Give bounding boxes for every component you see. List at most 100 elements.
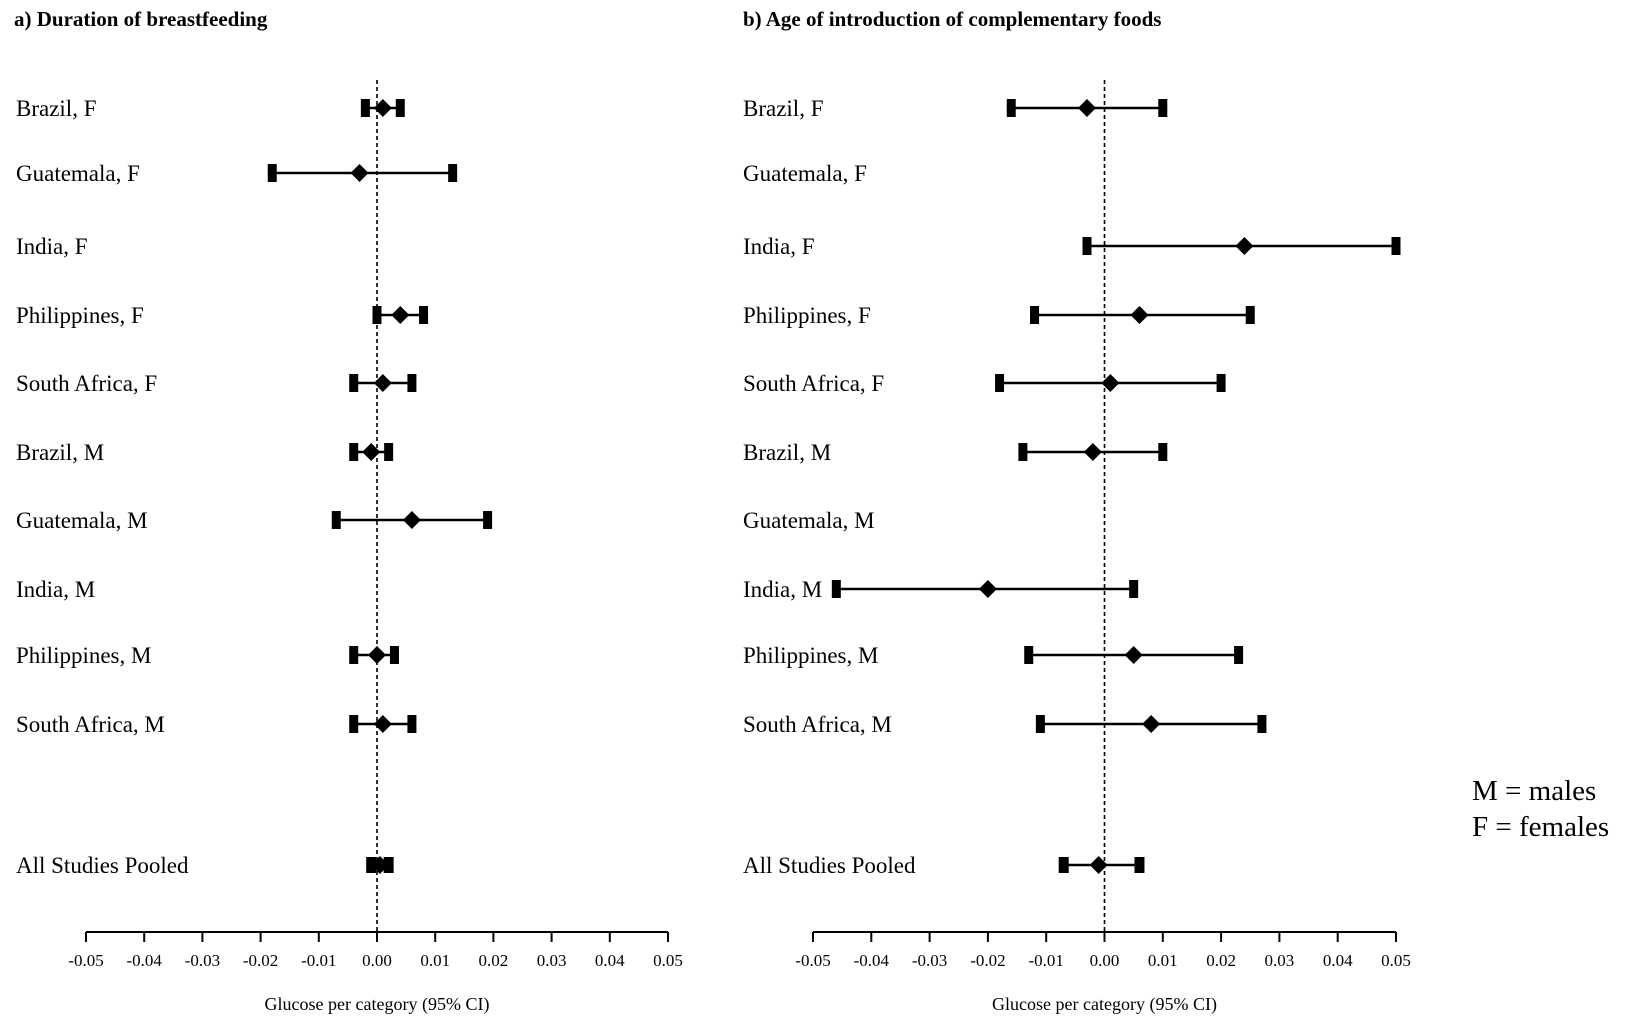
panel-b-row-label: Philippines, M bbox=[743, 643, 878, 668]
panel-b-x-axis-title: Glucose per category (95% CI) bbox=[992, 994, 1217, 1015]
panel-b-ci-lower-cap bbox=[1006, 99, 1016, 117]
panel-b-ci-upper-cap bbox=[1245, 306, 1255, 324]
panel-a-ci-lower-cap bbox=[331, 511, 341, 529]
panel-a-x-tick-label: 0.01 bbox=[420, 951, 450, 970]
panel-b-row-label: Brazil, F bbox=[743, 96, 824, 121]
panel-b-ci-upper-cap bbox=[1129, 580, 1139, 598]
panel-a-point-estimate bbox=[368, 646, 386, 664]
panel-a-title: a) Duration of breastfeeding bbox=[14, 7, 268, 31]
panel-a-ci-lower-cap bbox=[372, 306, 382, 324]
panel-a-ci-lower-cap bbox=[360, 99, 370, 117]
panel-a-ci-lower-cap bbox=[349, 646, 359, 664]
panel-b-ci-lower-cap bbox=[1082, 237, 1092, 255]
panel-b-x-tick-label: -0.04 bbox=[854, 951, 890, 970]
panel-a-row-label: Philippines, M bbox=[16, 643, 151, 668]
panel-b-x-tick-label: 0.00 bbox=[1090, 951, 1120, 970]
panel-a-ci-upper-cap bbox=[407, 715, 417, 733]
panel-b-title: b) Age of introduction of complementary … bbox=[743, 7, 1161, 31]
panel-a-x-tick-label: -0.05 bbox=[68, 951, 103, 970]
panel-a-point-estimate bbox=[362, 443, 381, 461]
panel-b-row-label: South Africa, M bbox=[743, 712, 892, 737]
panel-b-ci-upper-cap bbox=[1158, 99, 1168, 117]
panel-a-ci-upper-cap bbox=[389, 646, 399, 664]
panel-b-row-label: All Studies Pooled bbox=[743, 853, 916, 878]
panel-a-ci-lower-cap bbox=[349, 374, 359, 392]
panel-b-ci-lower-cap bbox=[1058, 857, 1069, 873]
panel-b-x-tick-label: 0.01 bbox=[1148, 951, 1178, 970]
panel-b-point-estimate bbox=[1142, 715, 1161, 733]
panel-b-x-tick-label: 0.05 bbox=[1381, 951, 1411, 970]
panel-a-row-label: South Africa, F bbox=[16, 371, 157, 396]
panel-b-x-tick-label: 0.02 bbox=[1206, 951, 1236, 970]
panel-a-x-tick-label: -0.02 bbox=[243, 951, 278, 970]
panel-b-row-label: Philippines, F bbox=[743, 303, 871, 328]
panel-a-point-estimate bbox=[373, 374, 392, 392]
panel-b-point-estimate bbox=[1124, 646, 1143, 664]
panel-a-x-tick-label: 0.05 bbox=[653, 951, 683, 970]
panel-b-row-label: Guatemala, F bbox=[743, 161, 867, 186]
panel-b-point-estimate bbox=[978, 580, 997, 598]
panel-a-x-tick-label: -0.04 bbox=[126, 951, 162, 970]
panel-a-row-label: Philippines, F bbox=[16, 303, 144, 328]
panel-a-point-estimate bbox=[370, 856, 389, 874]
panel-a-ci-upper-cap bbox=[395, 99, 405, 117]
panel-a-point-estimate bbox=[402, 511, 421, 529]
panel-a-ci-lower-cap bbox=[267, 164, 277, 182]
panel-a-ci-lower-cap bbox=[349, 715, 359, 733]
panel-b-ci-upper-cap bbox=[1158, 443, 1168, 461]
panel-b-point-estimate bbox=[1089, 856, 1108, 874]
panel-a-point-estimate bbox=[373, 715, 392, 733]
panel-a-ci-upper-cap bbox=[419, 306, 429, 324]
panel-b-ci-upper-cap bbox=[1234, 646, 1244, 664]
panel-b-point-estimate bbox=[1101, 374, 1120, 392]
panel-a-x-tick-label: 0.00 bbox=[362, 951, 392, 970]
panel-a-row-label: Guatemala, M bbox=[16, 508, 148, 533]
panel-b-ci-lower-cap bbox=[1035, 715, 1045, 733]
panel-b-point-estimate bbox=[1083, 443, 1102, 461]
panel-b: b) Age of introduction of complementary … bbox=[743, 7, 1411, 1015]
panel-a-row-label: India, F bbox=[16, 234, 88, 259]
panel-a-x-tick-label: 0.04 bbox=[595, 951, 625, 970]
panel-b-row-label: Brazil, M bbox=[743, 440, 831, 465]
panel-a-row-label: All Studies Pooled bbox=[16, 853, 189, 878]
panel-a-ci-upper-cap bbox=[448, 164, 458, 182]
panel-a-row-label: India, M bbox=[16, 577, 95, 602]
panel-a-ci-upper-cap bbox=[384, 443, 394, 461]
legend-females: F = females bbox=[1472, 811, 1609, 843]
panel-a-row-label: Guatemala, F bbox=[16, 161, 140, 186]
panel-b-row-label: India, F bbox=[743, 234, 815, 259]
panel-b-row-label: India, M bbox=[743, 577, 822, 602]
panel-b-x-tick-label: -0.01 bbox=[1028, 951, 1063, 970]
panel-b-point-estimate bbox=[1130, 306, 1149, 324]
panel-a-row-label: Brazil, M bbox=[16, 440, 104, 465]
panel-a-ci-lower-cap bbox=[349, 443, 359, 461]
panel-a-ci-upper-cap bbox=[407, 374, 417, 392]
panel-a-point-estimate bbox=[373, 99, 392, 117]
panel-a: a) Duration of breastfeeding -0.05 -0.04 -… bbox=[14, 7, 683, 1015]
panel-b-ci-lower-cap bbox=[995, 374, 1005, 392]
panel-b-x-tick-label: 0.03 bbox=[1265, 951, 1295, 970]
panel-a-point-estimate bbox=[350, 164, 369, 182]
panel-a-point-estimate bbox=[391, 306, 410, 324]
panel-b-point-estimate bbox=[1078, 99, 1097, 117]
panel-a-ci-upper-cap bbox=[483, 511, 493, 529]
panel-a-row-label: Brazil, F bbox=[16, 96, 97, 121]
panel-a-x-tick-label: 0.02 bbox=[479, 951, 509, 970]
panel-b-x-tick-label: -0.05 bbox=[795, 951, 830, 970]
panel-b-ci-lower-cap bbox=[1018, 443, 1028, 461]
panel-b-ci-upper-cap bbox=[1216, 374, 1226, 392]
legend-males: M = males bbox=[1472, 775, 1596, 807]
panel-b-ci-upper-cap bbox=[1257, 715, 1267, 733]
panel-b-row-label: South Africa, F bbox=[743, 371, 884, 396]
panel-b-x-tick-label: -0.02 bbox=[970, 951, 1005, 970]
panel-a-row-label: South Africa, M bbox=[16, 712, 165, 737]
panel-a-x-axis-title: Glucose per category (95% CI) bbox=[265, 994, 490, 1015]
panel-a-x-tick-label: -0.03 bbox=[185, 951, 220, 970]
panel-a-x-tick-label: -0.01 bbox=[301, 951, 336, 970]
legend: M = males F = females bbox=[1472, 775, 1609, 843]
panel-b-x-tick-label: 0.04 bbox=[1323, 951, 1353, 970]
panel-b-ci-upper-cap bbox=[1134, 857, 1145, 873]
panel-b-row-label: Guatemala, M bbox=[743, 508, 875, 533]
panel-b-ci-upper-cap bbox=[1391, 237, 1401, 255]
